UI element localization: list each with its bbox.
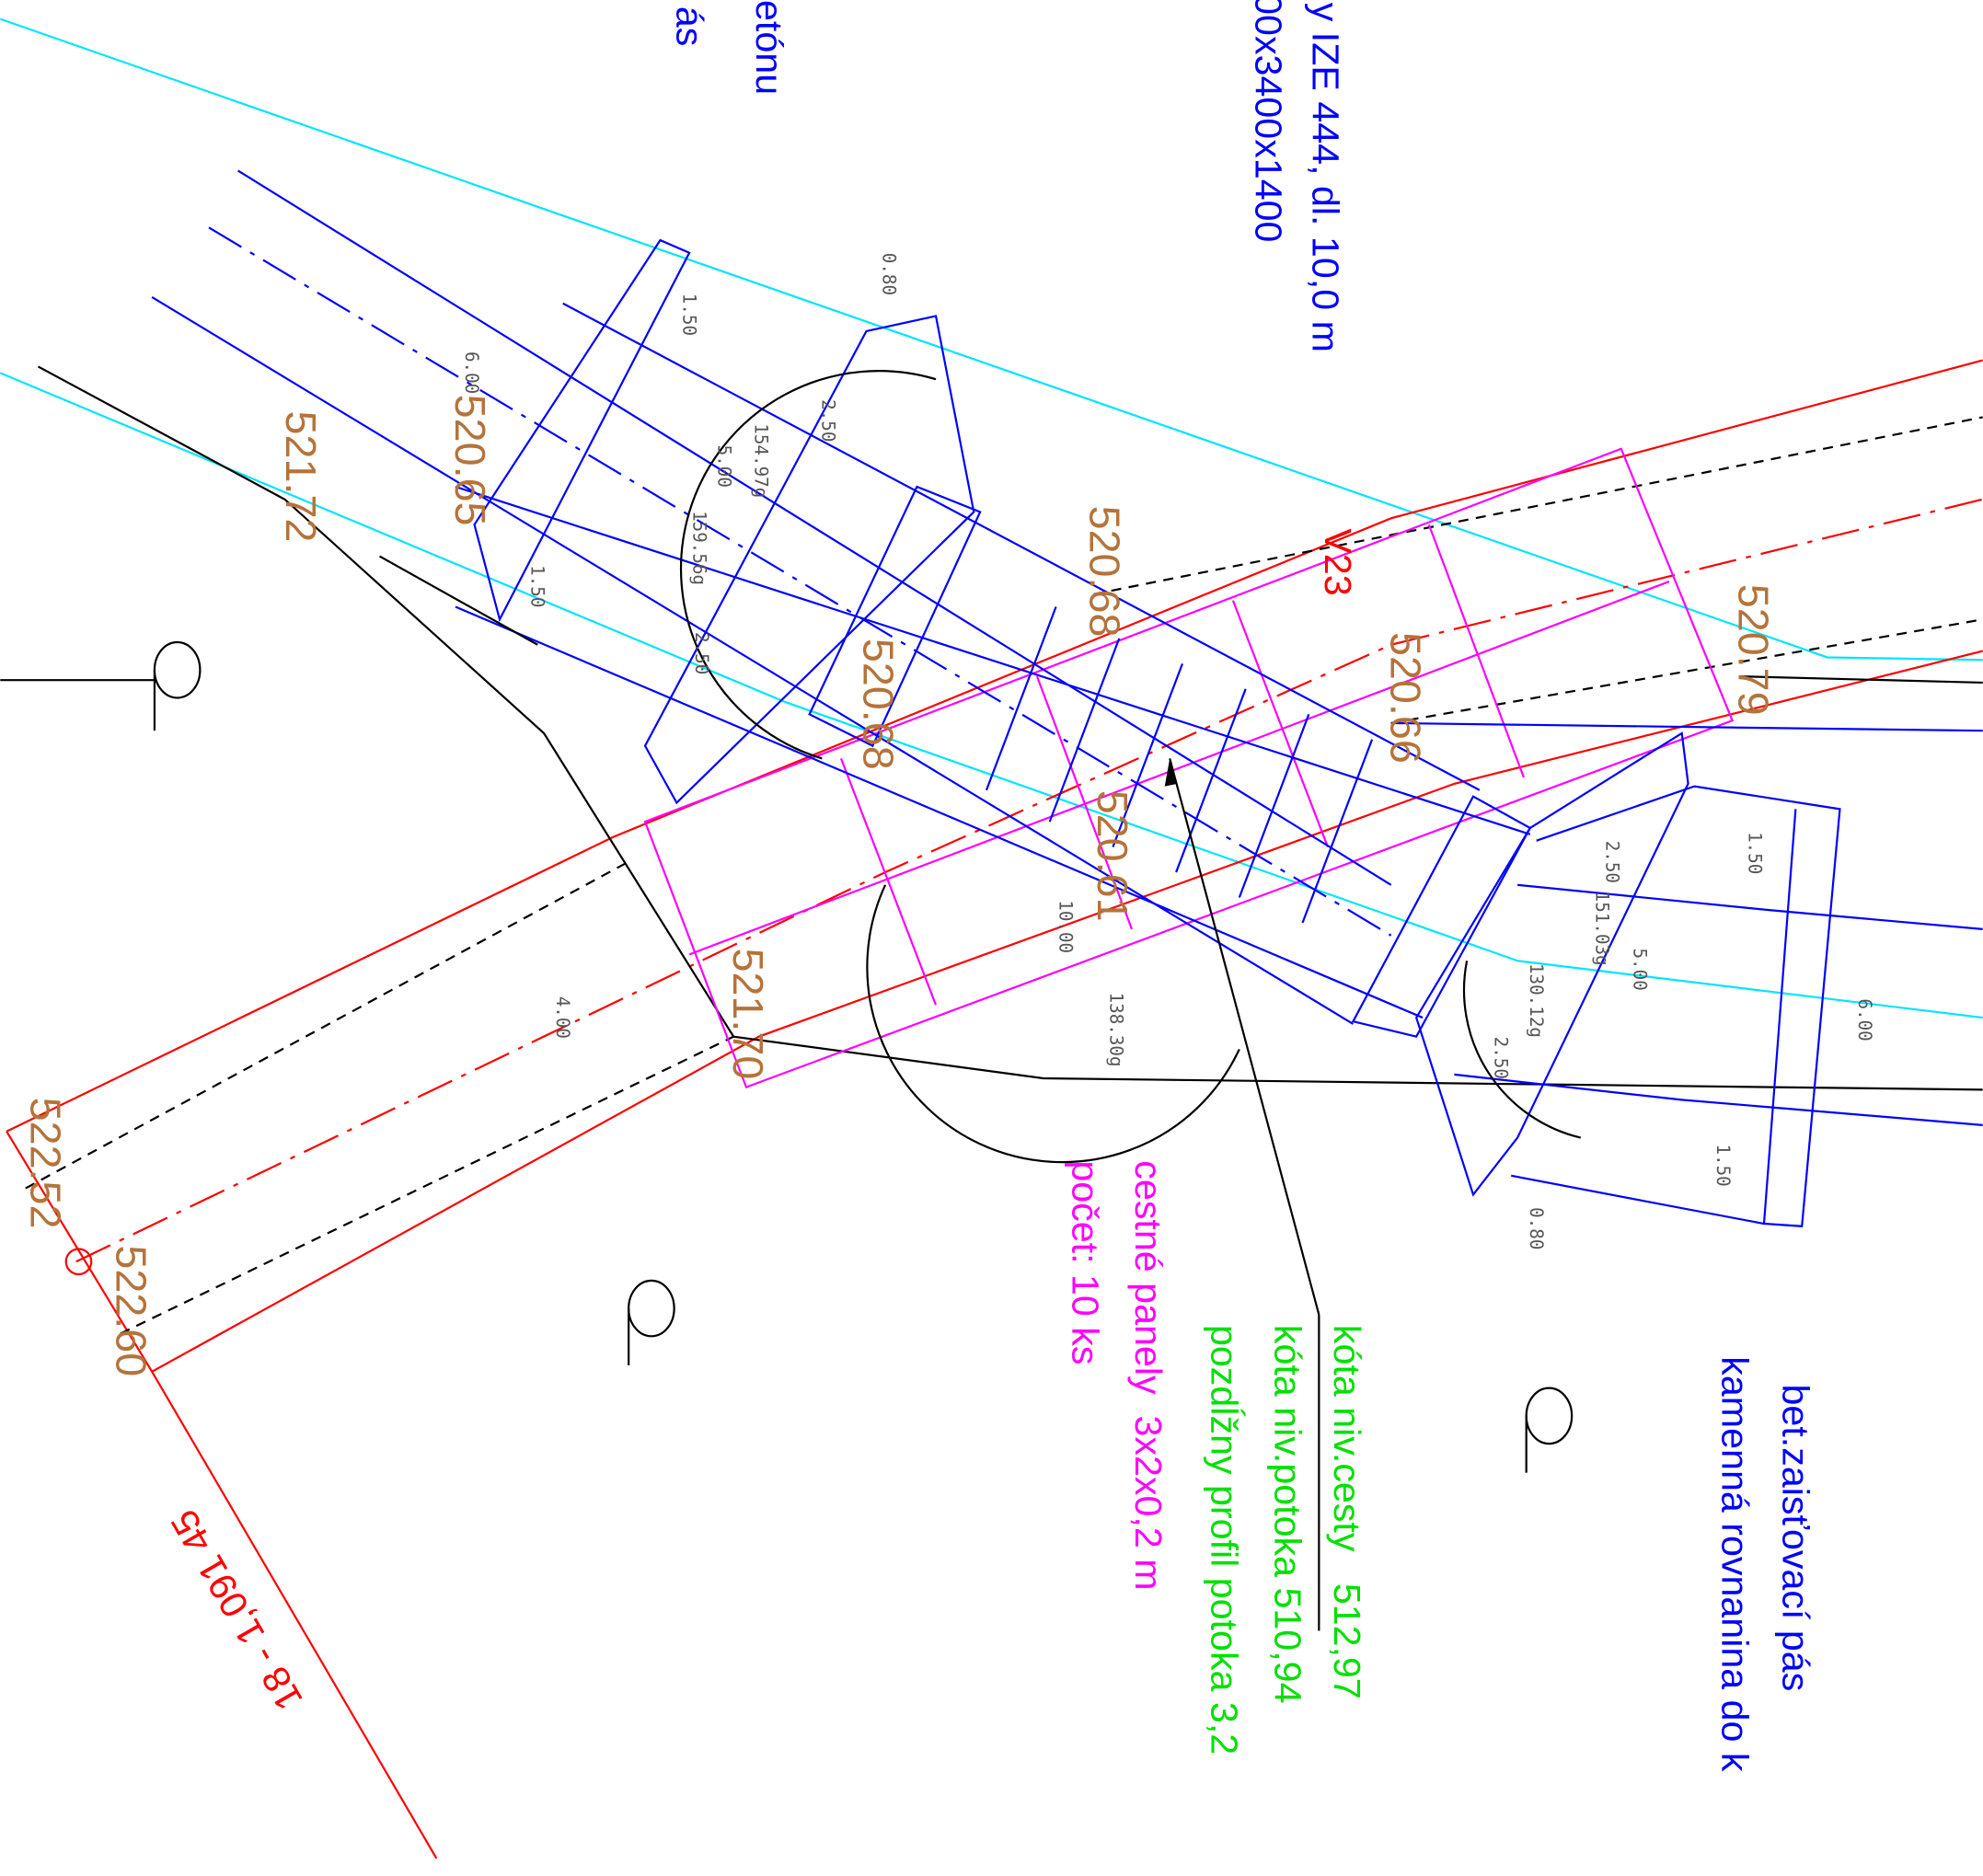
panel-note: počet: 10 ks xyxy=(1064,1160,1106,1364)
elevation: 520.79 xyxy=(1730,584,1778,716)
note: y IZE 444, dl. 10,0 m xyxy=(1304,3,1346,352)
dimension: 2.50 xyxy=(1601,841,1622,883)
dimension: 4.00 xyxy=(552,996,573,1039)
dimension: 6.00 xyxy=(1854,998,1875,1041)
elevation: 520.68 xyxy=(1081,506,1129,638)
road-label: V23 xyxy=(1317,528,1359,595)
dimension: 0.80 xyxy=(878,253,899,295)
level-note: pozdĺžny profil potoka 3,2 xyxy=(1204,1325,1246,1755)
dimension: 2.50 xyxy=(817,399,838,442)
dimension: 154.97g xyxy=(751,423,772,498)
texts: ás etónu y IZE 444, dl. 10,0 m 00x3400x1… xyxy=(21,0,1875,1772)
dimension: 2.50 xyxy=(1490,1037,1511,1079)
dimension: 1.50 xyxy=(1745,832,1766,874)
dimension: 6.00 xyxy=(461,351,482,394)
elevation: 520.66 xyxy=(1382,632,1430,764)
dimension: 5.00 xyxy=(714,445,735,488)
elevation: 520.68 xyxy=(855,639,903,770)
dimension: 10.00 xyxy=(1055,900,1077,953)
dimension: 5.00 xyxy=(1629,948,1650,990)
dimension: 1.50 xyxy=(526,565,548,607)
note: 00x3400x1400 xyxy=(1248,0,1290,242)
panel-note: cestné panely 3x2x0,2 m xyxy=(1127,1160,1170,1590)
elevation: 520.65 xyxy=(446,395,494,526)
level-note: kóta niv.cesty 512,97 xyxy=(1326,1325,1368,1699)
dimension: 1.50 xyxy=(678,293,699,336)
dimension: 2.50 xyxy=(691,632,712,674)
profile-label: 18 - 1,091 45 xyxy=(163,1502,311,1717)
dimension: 1.50 xyxy=(1712,1144,1734,1186)
elevation: 522.52 xyxy=(21,1098,69,1229)
linework xyxy=(0,17,1983,1859)
protection-note: kamenná rovnanina do k xyxy=(1714,1356,1757,1772)
protection-note: bet.zaisťovací pás xyxy=(1775,1385,1817,1692)
level-note: kóta niv.potoka 510,94 xyxy=(1266,1325,1309,1704)
dimension: 0.80 xyxy=(1526,1207,1547,1249)
dimension: 159.56g xyxy=(688,511,709,585)
note: etónu xyxy=(748,0,790,95)
elevation: 520.61 xyxy=(1089,790,1136,922)
elevation: 522.60 xyxy=(108,1245,156,1376)
elevation: 521.70 xyxy=(724,948,772,1079)
dimension: 130.12g xyxy=(1526,963,1547,1038)
note: ás xyxy=(668,6,710,47)
dimension: 138.30g xyxy=(1106,993,1127,1067)
dimension: 151.03g xyxy=(1591,892,1612,966)
elevation: 521.72 xyxy=(277,411,325,543)
